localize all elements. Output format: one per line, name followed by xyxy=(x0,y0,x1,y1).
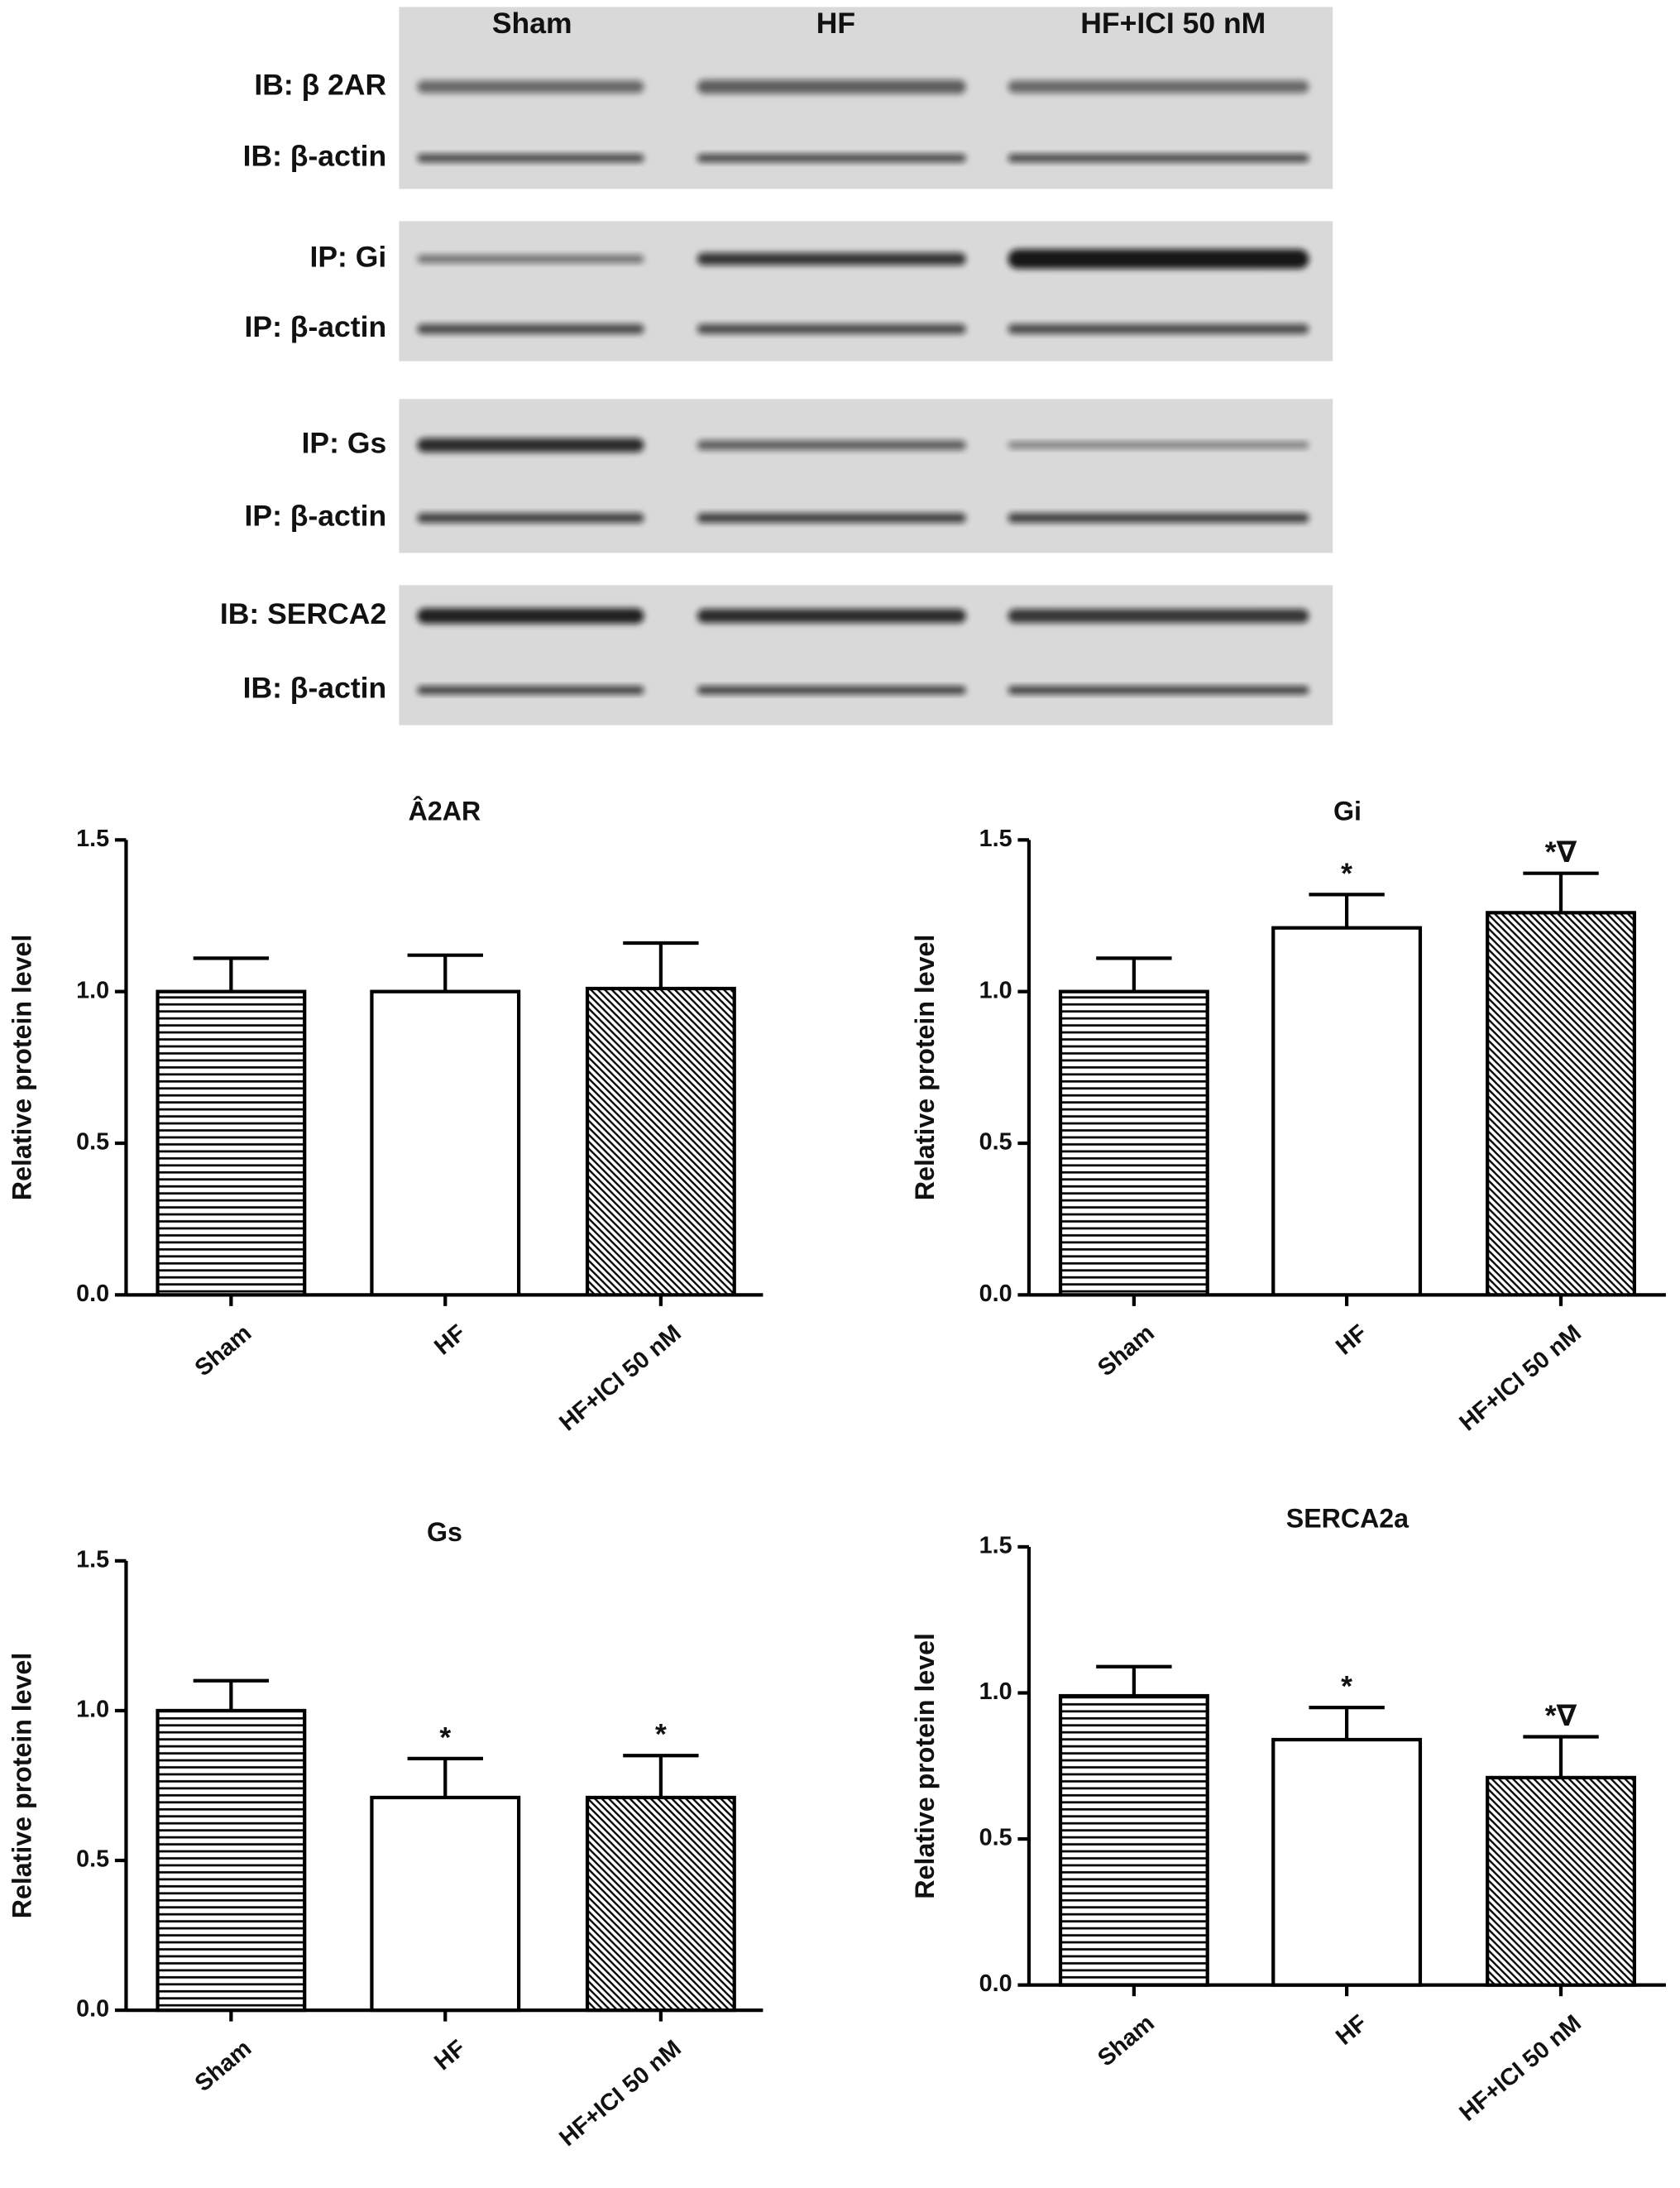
bar-chart: Â2AR Relative protein level 0.0 0.5 1.0 1.5 Sh… xyxy=(7,797,763,1436)
blot-row-label: IP: Gs xyxy=(302,427,387,460)
blot-band xyxy=(696,252,966,266)
blot-band xyxy=(417,323,644,334)
blot-panel xyxy=(399,585,1333,725)
y-axis-label: Relative protein level xyxy=(910,1633,940,1899)
blot-band xyxy=(696,79,966,94)
y-tick-label: 0.0 xyxy=(979,1281,1012,1307)
bar xyxy=(585,1795,736,2013)
blot-band xyxy=(417,254,644,264)
bar xyxy=(370,989,521,1297)
y-tick-label: 1.5 xyxy=(979,1533,1012,1559)
y-tick-label: 0.5 xyxy=(76,1129,109,1156)
blot-panel xyxy=(399,221,1333,361)
x-tick-label: HF+ICI 50 nM xyxy=(1454,1319,1586,1436)
blot-band xyxy=(696,154,966,163)
x-tick-label: Sham xyxy=(1093,1319,1160,1381)
blot-lane-label: HF+ICI 50 nM xyxy=(1080,7,1266,40)
blot-row-label: IP: β-actin xyxy=(245,500,387,533)
bar xyxy=(156,1708,307,2013)
y-tick-label: 0.0 xyxy=(76,1281,109,1307)
blot-band xyxy=(1008,441,1309,449)
x-tick-label: HF xyxy=(429,2035,471,2075)
bar xyxy=(370,1795,521,2013)
bar xyxy=(1271,926,1423,1297)
significance-mark: * xyxy=(1341,1670,1352,1703)
x-tick-label: HF+ICI 50 nM xyxy=(554,2035,686,2152)
bar-chart: Gi Relative protein level 0.0 0.5 1.0 1.5 Sham… xyxy=(910,797,1666,1436)
blot-band xyxy=(696,323,966,334)
y-axis-label: Relative protein level xyxy=(7,935,36,1201)
chart-title: Gi xyxy=(1333,797,1362,826)
x-tick-label: HF+ICI 50 nM xyxy=(554,1319,686,1436)
bar-chart: Gs Relative protein level 0.0 0.5 1.0 1.5 Sham… xyxy=(7,1517,763,2152)
significance-mark: * xyxy=(439,1721,451,1754)
y-axis-label: Relative protein level xyxy=(7,1653,36,1919)
significance-mark: * xyxy=(1341,857,1352,890)
blot-row-label: IP: Gi xyxy=(309,240,386,273)
blot-band xyxy=(1008,609,1309,624)
blot-band xyxy=(696,513,966,524)
x-tick-label: Sham xyxy=(1093,2010,1160,2072)
bar-chart: SERCA2a Relative protein level 0.0 0.5 1.0 1.… xyxy=(910,1503,1666,2127)
y-tick-label: 0.0 xyxy=(979,1970,1012,1997)
blot-band xyxy=(1008,154,1309,163)
blot-row-label: IB: β-actin xyxy=(243,672,387,705)
significance-mark: *∇ xyxy=(1545,835,1577,869)
x-tick-label: HF+ICI 50 nM xyxy=(1454,2010,1586,2127)
blot-band xyxy=(417,154,644,163)
blot-band xyxy=(696,440,966,451)
x-tick-label: HF xyxy=(1331,1319,1372,1360)
blot-row-label: IB: SERCA2 xyxy=(220,597,386,630)
y-tick-label: 1.5 xyxy=(979,826,1012,852)
bar xyxy=(1058,1693,1209,1987)
blot-band xyxy=(696,686,966,695)
y-axis-label: Relative protein level xyxy=(910,935,940,1201)
significance-mark: *∇ xyxy=(1545,1699,1577,1732)
western-blot: IB: β 2AR IB: β-actin IP: Gi IP: β-actin IP:… xyxy=(220,7,1333,725)
x-tick-label: Sham xyxy=(190,2035,257,2097)
blot-band xyxy=(1008,80,1309,93)
y-tick-label: 1.0 xyxy=(76,977,109,1003)
y-tick-label: 1.0 xyxy=(979,977,1012,1003)
significance-mark: * xyxy=(655,1718,667,1751)
x-tick-label: Sham xyxy=(190,1319,257,1381)
bar xyxy=(1271,1737,1423,1987)
y-tick-label: 0.0 xyxy=(76,1996,109,2023)
blot-band xyxy=(417,80,644,93)
bar xyxy=(156,989,307,1297)
x-tick-label: HF xyxy=(1331,2010,1372,2051)
y-tick-label: 1.0 xyxy=(76,1697,109,1723)
blot-band xyxy=(417,513,644,524)
y-tick-label: 1.0 xyxy=(979,1678,1012,1705)
bar xyxy=(1486,911,1636,1297)
blot-band xyxy=(1008,686,1309,695)
chart-title: Â2AR xyxy=(409,797,481,826)
blot-panel xyxy=(399,399,1333,553)
bar xyxy=(585,986,736,1297)
blot-band xyxy=(417,608,644,624)
blot-row-label: IB: β-actin xyxy=(243,140,387,173)
blot-row-label: IB: β 2AR xyxy=(254,68,386,101)
y-tick-label: 0.5 xyxy=(979,1825,1012,1851)
x-tick-label: HF xyxy=(429,1319,471,1360)
chart-title: Gs xyxy=(427,1517,462,1547)
blot-band xyxy=(1008,249,1309,269)
blot-band xyxy=(1008,513,1309,524)
y-tick-label: 1.5 xyxy=(76,1546,109,1573)
bar xyxy=(1486,1775,1636,1987)
blot-band xyxy=(417,438,644,452)
y-tick-label: 0.5 xyxy=(979,1129,1012,1156)
chart-title: SERCA2a xyxy=(1286,1503,1410,1533)
blot-lane-label: HF xyxy=(816,7,855,40)
blot-lane-label: Sham xyxy=(492,7,572,40)
bar xyxy=(1058,989,1209,1297)
y-tick-label: 1.5 xyxy=(76,826,109,852)
blot-band xyxy=(1008,323,1309,334)
blot-band xyxy=(417,686,644,695)
y-tick-label: 0.5 xyxy=(76,1846,109,1873)
blot-band xyxy=(696,609,966,624)
blot-row-label: IP: β-actin xyxy=(245,310,387,343)
